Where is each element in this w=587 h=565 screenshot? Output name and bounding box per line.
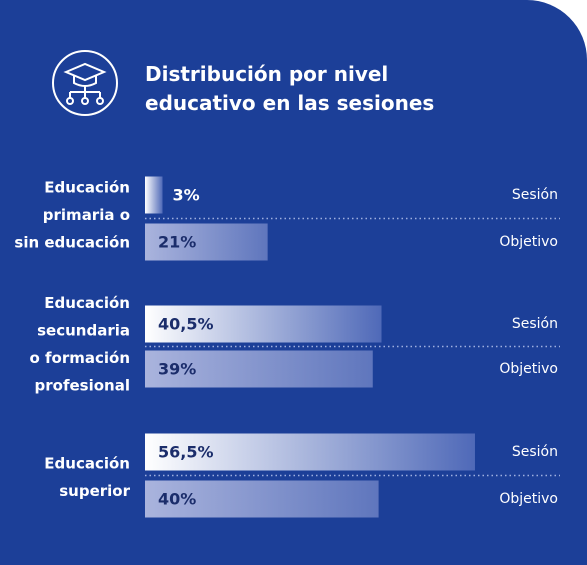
value-label: 3% bbox=[173, 186, 200, 205]
category-label: Educación superior bbox=[44, 454, 130, 500]
value-label: 40,5% bbox=[158, 315, 214, 334]
bar bbox=[145, 176, 163, 214]
series-label: Objetivo bbox=[499, 361, 558, 377]
value-label: 56,5% bbox=[158, 443, 214, 462]
bar bbox=[145, 223, 268, 261]
series-label: Sesión bbox=[512, 187, 558, 203]
bar bbox=[145, 480, 379, 518]
series-label: Sesión bbox=[512, 444, 558, 460]
category-label: Educación secundaria o formación profesiona… bbox=[29, 293, 130, 394]
series-label: Objetivo bbox=[499, 491, 558, 507]
value-label: 40% bbox=[158, 490, 196, 509]
icon bbox=[52, 50, 118, 116]
category-label: Educación primaria o sin educación bbox=[14, 178, 130, 251]
series-label: Sesión bbox=[512, 316, 558, 332]
bar bbox=[145, 350, 373, 388]
chart-title: Distribución por nivel educativo en las s… bbox=[145, 62, 434, 115]
bar bbox=[145, 305, 382, 343]
series-label: Objetivo bbox=[499, 234, 558, 250]
bar bbox=[145, 433, 475, 471]
value-label: 21% bbox=[158, 233, 196, 252]
value-label: 39% bbox=[158, 360, 196, 379]
